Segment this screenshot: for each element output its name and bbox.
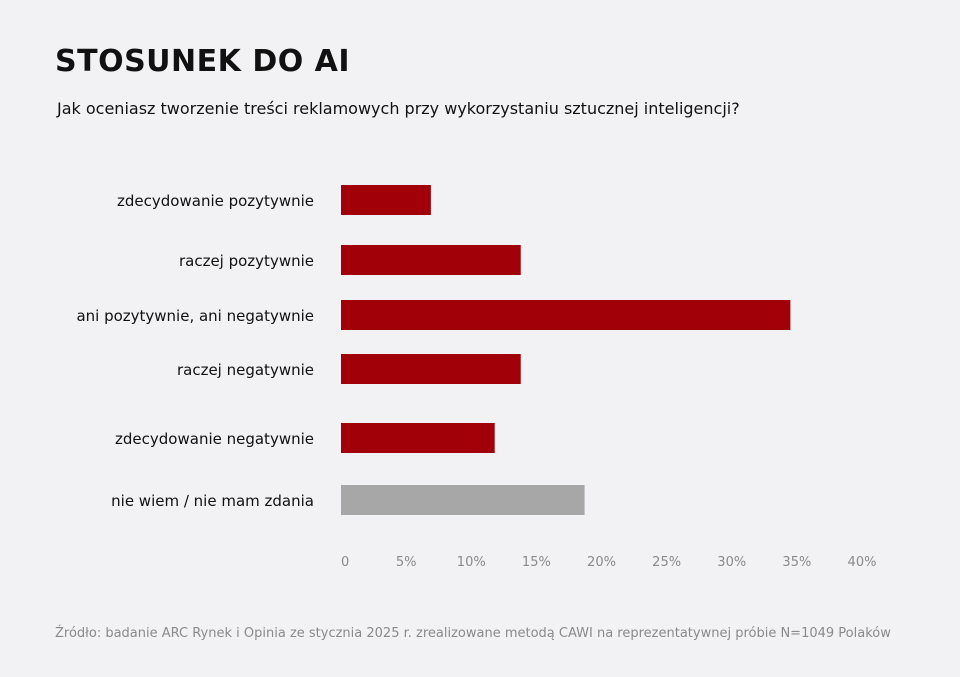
x-tick-label: 25% [652,555,681,570]
x-tick-label: 35% [782,555,811,570]
x-tick-label: 40% [848,555,877,570]
chart-subtitle: Jak oceniasz tworzenie treści reklamowyc… [57,99,740,118]
chart-title: STOSUNEK DO AI [55,44,351,79]
bar [341,485,585,515]
x-axis-ticks: 0 5% 10% 15% 20% 25% 30% 35% 40% [341,555,876,570]
bars [341,185,791,515]
x-tick-label: 15% [522,555,551,570]
x-tick-label: 10% [457,555,486,570]
category-label: nie wiem / nie mam zdania [111,492,314,510]
bar [341,300,791,330]
x-tick-label: 20% [587,555,616,570]
bar [341,354,521,384]
x-tick-label: 0 [341,555,349,570]
x-tick-label: 30% [717,555,746,570]
bar [341,423,495,453]
bar [341,185,431,215]
bar [341,245,521,275]
category-label: zdecydowanie negatywnie [115,430,314,448]
source-note: Źródło: badanie ARC Rynek i Opinia ze st… [55,626,891,641]
category-label: ani pozytywnie, ani negatywnie [76,307,314,325]
x-tick-label: 5% [396,555,417,570]
category-labels: zdecydowanie pozytywnie raczej pozytywnie… [76,192,314,510]
category-label: raczej negatywnie [177,361,314,379]
category-label: raczej pozytywnie [179,252,314,270]
category-label: zdecydowanie pozytywnie [117,192,314,210]
